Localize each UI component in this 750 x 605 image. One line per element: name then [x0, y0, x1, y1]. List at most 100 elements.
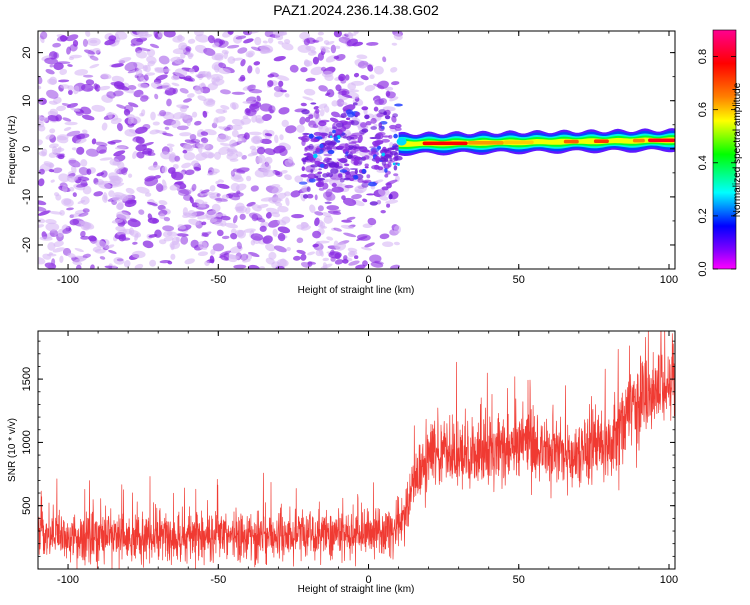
spectrogram-noise-blob: [256, 217, 266, 223]
spectrogram-noise-blob: [177, 125, 189, 131]
colorbar-tick-label: 0.4: [697, 155, 709, 170]
spectrogram-noise-blob: [313, 106, 319, 110]
spectrogram-noise-blob: [251, 135, 263, 145]
y-tick-label: -20: [21, 237, 33, 253]
spectrogram-transition-blob: [386, 160, 395, 163]
spectrogram-noise-blob: [178, 189, 192, 196]
spectrogram-transition-blob: [388, 193, 393, 200]
spectrogram-transition-blob: [371, 165, 381, 170]
spectrogram-transition-blob: [350, 136, 355, 140]
spectrogram-noise-blob: [191, 111, 198, 118]
spectrogram-noise-blob: [343, 232, 357, 238]
spectrogram-noise-blob: [48, 143, 59, 149]
spectrogram-noise-blob: [142, 240, 154, 249]
spectrogram-noise-blob: [126, 194, 133, 199]
spectrogram-noise-blob: [163, 31, 176, 38]
spectrogram-transition-blob: [384, 115, 391, 120]
spectrogram-transition-blob: [315, 147, 320, 153]
spectrogram-transition-blob: [354, 111, 361, 117]
spectrogram-noise-blob: [320, 66, 327, 72]
spectrogram-noise-blob: [82, 74, 94, 78]
spectrogram-noise-blob: [256, 95, 261, 102]
spectrogram-noise-blob: [324, 127, 335, 133]
y-tick-label: 10: [21, 95, 33, 107]
spectrogram-noise-blob: [230, 182, 240, 192]
x-tick-label: -50: [210, 274, 226, 286]
spectrogram-noise-blob: [262, 169, 276, 178]
y-tick-label: 0: [21, 146, 33, 152]
spectrogram-transition-blob: [318, 168, 322, 171]
spectrogram-noise-blob: [152, 218, 158, 224]
spectrogram-transition-blob: [317, 171, 323, 175]
spectrogram-noise-blob: [248, 212, 263, 221]
spectrogram-noise-blob: [237, 47, 248, 54]
spectrogram-transition-blob: [310, 169, 314, 174]
spectrogram-noise-blob: [76, 183, 89, 188]
spectrogram-noise-blob: [231, 192, 244, 198]
spectrogram-transition-blob: [393, 173, 399, 177]
spectrogram-noise-blob: [291, 214, 305, 219]
spectrogram-noise-blob: [65, 34, 79, 42]
snr-series-line: [38, 331, 675, 569]
spectrogram-transition-blob: [353, 160, 359, 166]
x-tick-label: 50: [513, 274, 525, 286]
spectrogram-noise-blob: [297, 136, 308, 141]
spectrogram-noise-blob: [141, 142, 154, 147]
spectrogram-transition-blob: [308, 143, 314, 150]
x-tick-label: 100: [660, 274, 678, 286]
spectrogram-transition-blob: [361, 106, 369, 111]
spectrogram-noise-blob: [68, 89, 73, 95]
spectrogram-noise-blob: [77, 176, 90, 181]
spectrogram-noise-blob: [357, 60, 369, 69]
spectrogram-transition-blob: [318, 180, 324, 186]
spectrogram-noise-blob: [47, 114, 59, 122]
spectrogram-noise-blob: [196, 203, 207, 208]
spectrogram-noise-blob: [353, 72, 360, 78]
spectrogram-noise-blob: [47, 242, 56, 251]
spectrogram-transition-blob: [364, 166, 369, 169]
spectrogram-noise-blob: [347, 82, 357, 91]
snr-y-label: SNR (10 * v/v): [7, 418, 18, 482]
spectrogram-noise-blob: [347, 250, 356, 258]
spectrogram-noise-blob: [75, 138, 87, 144]
spectrogram-transition-blob: [310, 138, 319, 143]
spectrogram-noise-blob: [108, 190, 115, 197]
y-tick-label: 1500: [21, 367, 33, 391]
spectrogram-transition-blob: [384, 154, 392, 158]
spectrogram-noise-blob: [385, 199, 399, 204]
spectrogram-hotspot: [377, 145, 381, 150]
spectrogram-noise-blob: [126, 114, 135, 120]
spectrogram-transition-blob: [318, 187, 325, 191]
spectrogram-noise-blob: [124, 104, 134, 113]
spectrogram-noise-blob: [146, 55, 157, 64]
spectrogram-transition-blob: [383, 111, 387, 116]
spectrogram-noise-blob: [289, 64, 299, 73]
spectrogram-noise-blob: [305, 77, 316, 82]
spectrogram-noise-blob: [158, 55, 170, 65]
spectrogram-noise-blob: [195, 34, 209, 43]
spectrogram-noise-blob: [69, 213, 83, 218]
spectrogram-noise-blob: [220, 105, 230, 110]
spectrogram-transition-blob: [345, 109, 353, 115]
spectrogram-noise-blob: [356, 236, 368, 241]
spectrogram-noise-blob: [155, 183, 164, 192]
spectrogram-noise-blob: [91, 104, 106, 112]
spectrogram-noise-blob: [160, 151, 172, 160]
spectrogram-noise-blob: [231, 118, 245, 126]
spectrogram-noise-blob: [163, 236, 174, 242]
spectrogram-noise-blob: [286, 246, 291, 252]
snr-x-label: Height of straight line (km): [298, 584, 415, 595]
spectrogram-transition-blob: [338, 158, 347, 162]
spectrogram-transition-blob: [378, 122, 383, 128]
spectrogram-noise-blob: [238, 76, 246, 82]
spectrogram-noise-blob: [114, 146, 127, 150]
spectrogram-noise-blob: [338, 76, 344, 82]
spectrogram-noise-blob: [142, 148, 153, 155]
spectrogram-noise-blob: [171, 119, 181, 129]
spectrogram-noise-blob: [323, 215, 333, 224]
spectrogram-noise-blob: [80, 235, 90, 240]
spectrogram-transition-blob: [301, 140, 306, 146]
spectrogram-noise-blob: [319, 47, 331, 53]
spectrogram-noise-blob: [148, 165, 161, 171]
spectrogram-noise-blob: [272, 228, 278, 237]
